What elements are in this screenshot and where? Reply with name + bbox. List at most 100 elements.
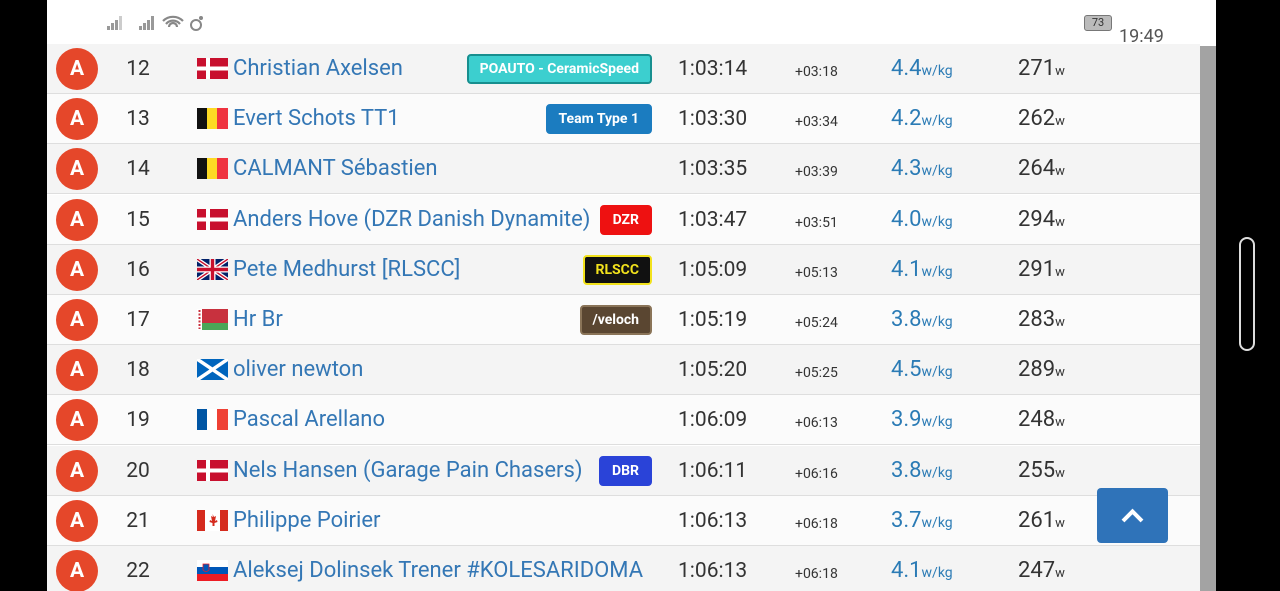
wkg: 3.8w/kg	[891, 295, 953, 347]
flag-graphic	[195, 257, 230, 282]
wkg-unit: w/kg	[921, 565, 953, 581]
watts-value: 262	[1018, 106, 1056, 132]
rider-name[interactable]: oliver newton	[233, 357, 364, 383]
rider-name[interactable]: CALMANT Sébastien	[233, 156, 438, 182]
finish-time: 1:03:14	[678, 57, 748, 81]
result-row: A 17 Hr Br/veloch 1:05:19 +05:24 3.8w/kg 283w	[47, 295, 1200, 345]
wkg: 4.5w/kg	[891, 345, 953, 397]
wkg: 4.2w/kg	[891, 94, 953, 146]
category-badge: A	[56, 349, 98, 392]
finish-time: 1:05:19	[678, 308, 748, 332]
time-gap: +03:51	[795, 214, 838, 231]
finish-time: 1:06:13	[678, 508, 748, 533]
rider-name[interactable]: Pascal Arellano	[233, 407, 386, 433]
wkg-unit: w/kg	[921, 113, 953, 130]
watts-unit: w	[1055, 465, 1065, 481]
watts: 262w	[1018, 94, 1065, 147]
category-badge: A	[56, 98, 98, 141]
flag-graphic	[197, 208, 228, 230]
wkg-unit: w/kg	[921, 464, 953, 481]
position: 19	[126, 408, 150, 433]
time-gap: +03:39	[795, 164, 838, 181]
finish-time: 1:05:20	[678, 358, 748, 383]
watts-unit: w	[1055, 566, 1065, 581]
watts-value: 289	[1018, 357, 1056, 383]
flag-graphic	[197, 309, 228, 330]
wkg-value: 4.3	[891, 156, 922, 182]
rider-name[interactable]: Hr Br	[233, 307, 283, 332]
flag-icon	[197, 309, 228, 330]
team-badge[interactable]: /veloch	[579, 305, 652, 335]
finish-time: 1:06:13	[678, 559, 748, 583]
rider-name[interactable]: Evert Schots TT1	[233, 106, 400, 132]
wkg: 3.7w/kg	[891, 496, 953, 548]
category-badge: A	[56, 198, 98, 241]
wkg: 3.9w/kg	[891, 395, 953, 447]
scroll-top-button[interactable]	[1097, 488, 1168, 543]
rider-name[interactable]: Aleksej Dolinsek Trener #KOLESARIDOMA	[233, 558, 644, 583]
flag-icon	[197, 459, 228, 481]
wkg-value: 3.8	[891, 457, 922, 483]
flag-graphic	[197, 58, 228, 79]
time-gap: +06:13	[795, 415, 838, 432]
wkg: 4.1w/kg	[891, 245, 953, 297]
result-row: A 13 Evert Schots TT1 Team Type 1 1:03:30 +03…	[47, 94, 1200, 147]
result-row: A 18 oliver newton 1:05:20 +05:25 4.5w/kg 289w	[47, 345, 1200, 397]
wkg-unit: w/kg	[921, 364, 953, 381]
category-badge: A	[56, 148, 98, 191]
finish-time: 1:03:35	[678, 157, 748, 182]
category-badge: A	[56, 449, 98, 492]
wkg-unit: w/kg	[921, 63, 953, 79]
wkg-unit: w/kg	[921, 414, 953, 431]
time-gap: +03:18	[795, 64, 838, 80]
clock: 19:49	[1119, 26, 1164, 47]
time-gap: +05:25	[795, 365, 838, 382]
rider-name[interactable]: Anders Hove (DZR Danish Dynamite)	[233, 206, 591, 232]
watts-value: 271	[1018, 56, 1056, 81]
position: 15	[126, 207, 150, 232]
watts-value: 291	[1018, 256, 1056, 282]
result-row: A 21 Philippe Poirier 1:06:13 +06:18 3.7w/kg 2…	[47, 495, 1200, 548]
position: 12	[126, 57, 150, 81]
team-badge[interactable]: POAUTO - CeramicSpeed	[466, 54, 652, 84]
category-badge: A	[56, 550, 98, 591]
wkg: 4.1w/kg	[891, 546, 953, 591]
rider-name[interactable]: Nels Hansen (Garage Pain Chasers)	[233, 457, 583, 483]
category-badge: A	[56, 299, 98, 341]
team-badge[interactable]: DZR	[599, 204, 652, 235]
flag-graphic	[196, 357, 229, 382]
position: 20	[126, 458, 150, 483]
category-badge: A	[56, 48, 98, 90]
status-bar: 73 19:49	[47, 0, 1216, 47]
flag-icon	[197, 158, 228, 180]
team-badge[interactable]: Team Type 1	[545, 104, 652, 135]
status-icons	[107, 15, 203, 31]
watts: 294w	[1018, 195, 1065, 248]
watts-unit: w	[1055, 415, 1065, 431]
watts: 291w	[1018, 245, 1065, 298]
scrollbar	[1200, 46, 1216, 591]
watts: 264w	[1018, 144, 1065, 197]
watts-unit: w	[1055, 214, 1065, 230]
team-badge[interactable]: DBR	[598, 455, 652, 486]
wkg-value: 4.0	[891, 206, 922, 232]
wkg-value: 3.8	[891, 307, 922, 332]
flag-graphic	[197, 108, 228, 130]
rider-name[interactable]: Christian Axelsen	[233, 56, 403, 81]
flag-icon	[197, 509, 228, 531]
team-badge[interactable]: RLSCC	[582, 254, 652, 285]
rider-name[interactable]: Philippe Poirier	[233, 507, 381, 533]
flag-icon	[197, 560, 228, 581]
watts-unit: w	[1055, 515, 1065, 531]
wkg-value: 4.1	[891, 558, 922, 583]
rider-name[interactable]: Pete Medhurst [RLSCC]	[233, 256, 461, 282]
position: 14	[126, 157, 150, 182]
watts-unit: w	[1055, 164, 1065, 180]
finish-time: 1:06:11	[678, 458, 748, 483]
wkg: 4.0w/kg	[891, 195, 953, 247]
wkg-value: 4.4	[891, 56, 922, 81]
watts: 248w	[1018, 395, 1065, 448]
watts-unit: w	[1055, 365, 1065, 381]
flag-icon	[195, 257, 230, 282]
watts: 271w	[1018, 44, 1065, 97]
